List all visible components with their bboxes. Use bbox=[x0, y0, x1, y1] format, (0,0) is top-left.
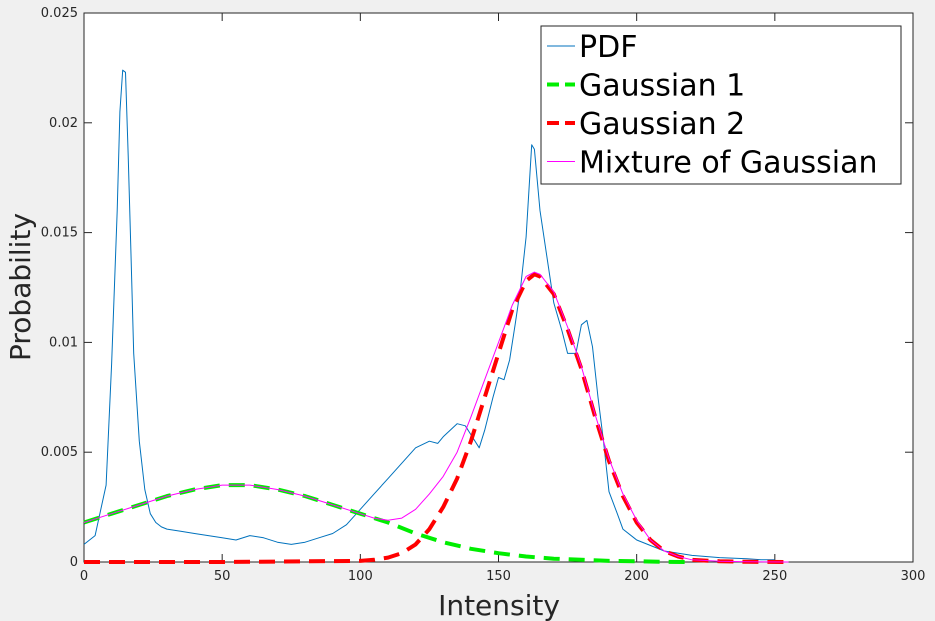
x-tick-label: 150 bbox=[486, 569, 511, 584]
y-tick-label: 0.015 bbox=[41, 226, 78, 241]
series-layer bbox=[83, 69, 789, 564]
x-tick-label: 200 bbox=[624, 569, 649, 584]
legend-label-gaussian-2: Gaussian 2 bbox=[579, 107, 745, 142]
legend-box bbox=[540, 25, 902, 185]
x-axis-label: Intensity bbox=[438, 589, 560, 621]
series-line-pdf bbox=[83, 69, 775, 561]
axes: 0 50 100 150 200 250 300 0 0.005 0.01 0.015 0.02 0.0… bbox=[41, 6, 926, 584]
x-tick-label: 50 bbox=[214, 569, 231, 584]
x-tick-label: 100 bbox=[348, 569, 373, 584]
series-line-gaussian-2 bbox=[84, 272, 789, 564]
y-tick-label: 0.02 bbox=[49, 116, 78, 131]
y-tick-label: 0.005 bbox=[41, 445, 78, 460]
legend-label-pdf: PDF bbox=[579, 30, 637, 65]
x-tick-label: 300 bbox=[901, 569, 926, 584]
x-tick-label: 0 bbox=[80, 569, 88, 584]
y-tick-label: 0.025 bbox=[41, 6, 78, 21]
y-tick-label: 0 bbox=[70, 555, 78, 570]
x-tick-label: 250 bbox=[762, 569, 787, 584]
legend-label-gaussian-1: Gaussian 1 bbox=[579, 69, 745, 104]
legend-label-mixture-of-gaussian: Mixture of Gaussian bbox=[579, 146, 878, 181]
y-tick-label: 0.01 bbox=[49, 335, 78, 350]
y-axis-label: Probability bbox=[4, 213, 37, 361]
series-line-mixture-of-gaussian bbox=[83, 271, 789, 563]
